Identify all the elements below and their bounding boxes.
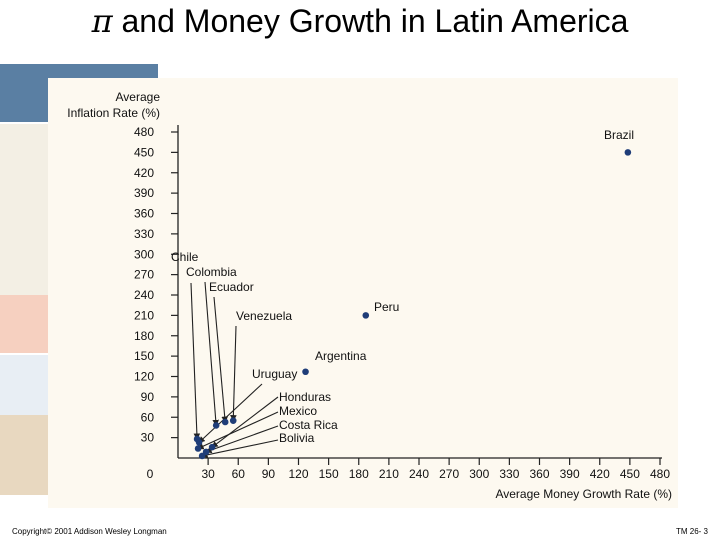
y-tick-label: 270 [134,268,154,282]
point-label: Colombia [186,265,237,279]
y-tick-label: 420 [134,166,154,180]
y-axis-label-line2: Inflation Rate (%) [67,106,160,120]
point-label: Uruguay [252,367,297,381]
data-point-brazil [624,149,632,156]
data-point-peru [362,312,370,319]
y-tick-label: 390 [134,186,154,200]
data-point-honduras [208,443,216,451]
x-tick-label: 450 [620,467,640,481]
title-text: and Money Growth in Latin America [112,3,629,39]
point-label: Chile [171,250,199,264]
data-point-costa-rica [202,448,210,456]
data-point-mexico [194,445,202,452]
y-tick-label: 150 [134,349,154,363]
x-tick-label: 150 [319,467,339,481]
data-point-ecuador [221,418,229,426]
point-label: Argentina [315,349,367,363]
x-tick-label: 30 [201,467,215,481]
leader-line [205,425,279,454]
data-point-venezuela [229,417,237,424]
origin-label: 0 [147,467,154,481]
leader-line [197,411,279,450]
data-point-bolivia [198,452,206,460]
leader-line [204,281,220,427]
x-tick-label: 90 [262,467,276,481]
point-label: Honduras [279,390,331,404]
y-tick-label: 480 [134,125,154,139]
point-label: Venezuela [236,309,292,323]
decor-block-peach [0,295,48,353]
decor-block-light [0,355,48,415]
y-tick-label: 30 [141,431,155,445]
leader-line [198,383,263,444]
point-label: Peru [374,300,399,314]
x-tick-label: 300 [469,467,489,481]
x-axis-label: Average Money Growth Rate (%) [495,487,672,501]
x-tick-label: 390 [560,467,580,481]
leader-line [213,296,228,424]
point-label: Brazil [604,128,634,142]
x-tick-label: 240 [409,467,429,481]
point-label: Ecuador [209,280,254,294]
slide-title: π and Money Growth in Latin America [0,2,720,40]
y-tick-label: 120 [134,370,154,384]
y-tick-label: 210 [134,308,154,322]
x-tick-label: 270 [439,467,459,481]
pi-symbol: π [91,2,113,40]
decor-block-tan [0,415,48,495]
data-point-argentina [302,368,309,376]
point-label: Costa Rica [279,418,338,432]
x-tick-label: 330 [499,467,519,481]
x-tick-label: 480 [650,467,670,481]
data-point-chile [193,435,201,443]
y-tick-label: 330 [134,227,154,241]
x-tick-label: 120 [288,467,308,481]
slide-number: TM 26- 3 [675,527,708,536]
leader-line [211,396,279,448]
y-tick-label: 240 [134,288,154,302]
x-tick-label: 180 [349,467,369,481]
point-label: Mexico [279,404,317,418]
x-tick-label: 420 [590,467,610,481]
y-tick-label: 450 [134,145,154,159]
x-tick-label: 60 [232,467,246,481]
y-tick-label: 360 [134,207,154,221]
leader-line [230,325,237,422]
chart-background [48,78,678,508]
y-tick-label: 300 [134,247,154,261]
y-tick-label: 60 [141,410,155,424]
y-tick-label: 180 [134,329,154,343]
x-tick-label: 360 [529,467,549,481]
leader-line [201,439,279,459]
leader-line [190,282,201,441]
x-tick-label: 210 [379,467,399,481]
copyright-footer: Copyright© 2001 Addison Wesley Longman [12,527,167,536]
y-axis-label-line1: Average [116,90,161,104]
decor-block-pale [0,124,48,304]
y-tick-label: 90 [141,390,155,404]
point-label: Bolivia [279,431,315,445]
data-point-colombia [212,422,220,429]
